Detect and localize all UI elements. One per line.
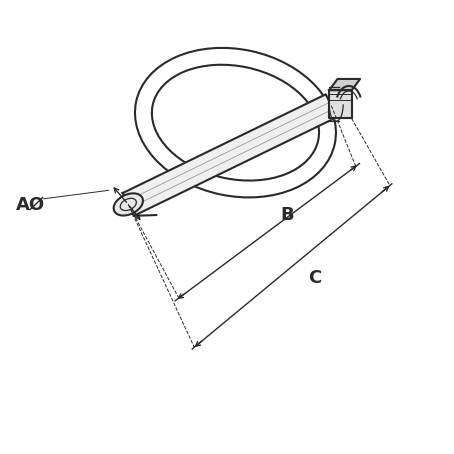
Polygon shape (123, 94, 337, 216)
Polygon shape (329, 90, 352, 118)
Ellipse shape (114, 193, 143, 216)
Polygon shape (329, 79, 360, 90)
Text: B: B (280, 206, 294, 224)
Text: C: C (308, 269, 321, 286)
Text: AØ: AØ (15, 195, 44, 213)
